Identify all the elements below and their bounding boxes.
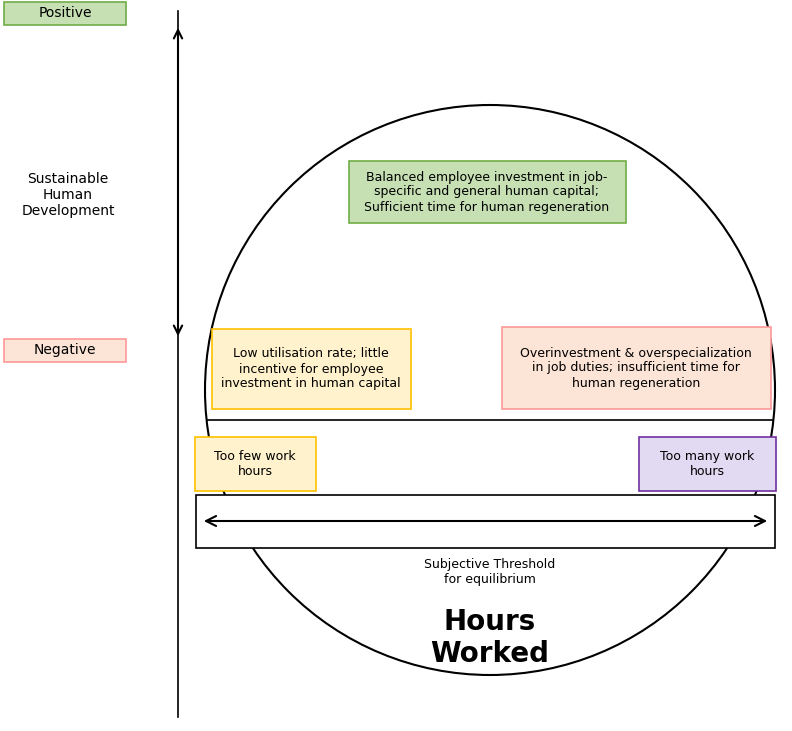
FancyBboxPatch shape <box>4 2 126 25</box>
FancyBboxPatch shape <box>502 327 771 409</box>
FancyBboxPatch shape <box>4 339 126 362</box>
FancyBboxPatch shape <box>639 437 776 491</box>
Text: Sustainable
Human
Development: Sustainable Human Development <box>21 172 115 218</box>
Text: Hours
Worked: Hours Worked <box>431 607 550 668</box>
Text: Too many work
hours: Too many work hours <box>660 450 754 478</box>
FancyBboxPatch shape <box>349 161 626 223</box>
Text: Balanced employee investment in job-
specific and general human capital;
Suffici: Balanced employee investment in job- spe… <box>364 170 610 213</box>
Text: Subjective Threshold
for equilibrium: Subjective Threshold for equilibrium <box>425 558 556 586</box>
Text: Low utilisation rate; little
incentive for employee
investment in human capital: Low utilisation rate; little incentive f… <box>221 347 401 390</box>
Text: Overinvestment & overspecialization
in job duties; insufficient time for
human r: Overinvestment & overspecialization in j… <box>520 346 752 390</box>
FancyBboxPatch shape <box>196 495 775 548</box>
Text: Negative: Negative <box>34 343 97 357</box>
Text: Positive: Positive <box>38 6 92 20</box>
Text: Too few work
hours: Too few work hours <box>214 450 296 478</box>
FancyBboxPatch shape <box>212 329 411 409</box>
FancyBboxPatch shape <box>195 437 316 491</box>
